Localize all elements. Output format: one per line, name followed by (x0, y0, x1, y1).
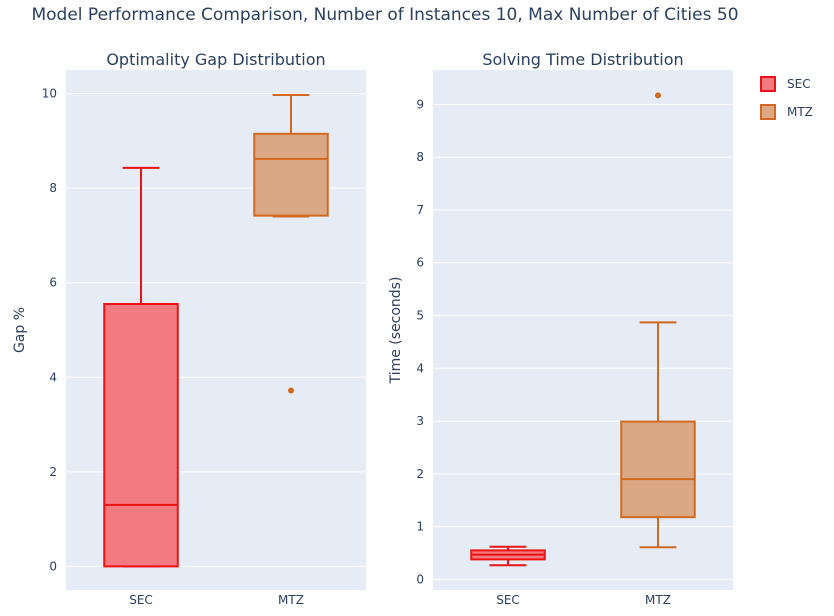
y-tick-label: 10 (42, 87, 57, 101)
y-axis-title: Gap % (12, 307, 28, 353)
outlier-point (288, 387, 294, 394)
legend-swatch (760, 104, 776, 120)
box-sec (103, 166, 179, 568)
y-axis-title: Time (seconds) (388, 277, 404, 385)
subplot-1: 0 2 4 6 8 10 Optimality Gap Distribution Gap % S… (12, 50, 366, 607)
y-tick-label: 6 (416, 256, 424, 270)
y-tick-label: 6 (49, 276, 57, 290)
y-tick-label: 8 (416, 150, 424, 164)
box-iqr (103, 303, 179, 568)
box-iqr (620, 420, 696, 519)
y-tick-label: 4 (49, 370, 57, 384)
x-tick-label: SEC (496, 593, 520, 607)
y-tick-label: 5 (416, 308, 424, 322)
subplot-title: Optimality Gap Distribution (106, 50, 325, 69)
legend: SEC MTZ (760, 76, 813, 120)
outlier-point (655, 92, 661, 99)
y-tick-label: 8 (49, 181, 57, 195)
y-tick-label: 0 (416, 572, 424, 586)
x-tick-label: MTZ (645, 593, 671, 607)
box-mtz (620, 92, 696, 549)
x-tick-label: SEC (129, 593, 153, 607)
subplot-title: Solving Time Distribution (482, 50, 683, 69)
y-tick-label: 0 (49, 559, 57, 573)
box-mtz (253, 94, 329, 394)
y-tick-label: 2 (416, 467, 424, 481)
box-sec (470, 545, 546, 567)
y-tick-label: 2 (49, 465, 57, 479)
chart-title: Model Performance Comparison, Number of … (31, 5, 738, 25)
y-tick-label: 1 (416, 520, 424, 534)
legend-label: MTZ (787, 105, 813, 119)
legend-item-sec[interactable]: SEC (760, 76, 811, 92)
subplot-2: 0 1 2 3 4 5 6 7 8 9 Solving Time Distribution Time … (388, 50, 733, 607)
legend-label: SEC (787, 77, 811, 91)
legend-item-mtz[interactable]: MTZ (760, 104, 813, 120)
y-tick-label: 7 (416, 203, 424, 217)
y-tick-label: 4 (416, 361, 424, 375)
y-tick-label: 3 (416, 414, 424, 428)
box-iqr (253, 132, 329, 217)
y-tick-label: 9 (416, 97, 424, 111)
legend-swatch (760, 76, 776, 92)
x-tick-label: MTZ (278, 593, 304, 607)
